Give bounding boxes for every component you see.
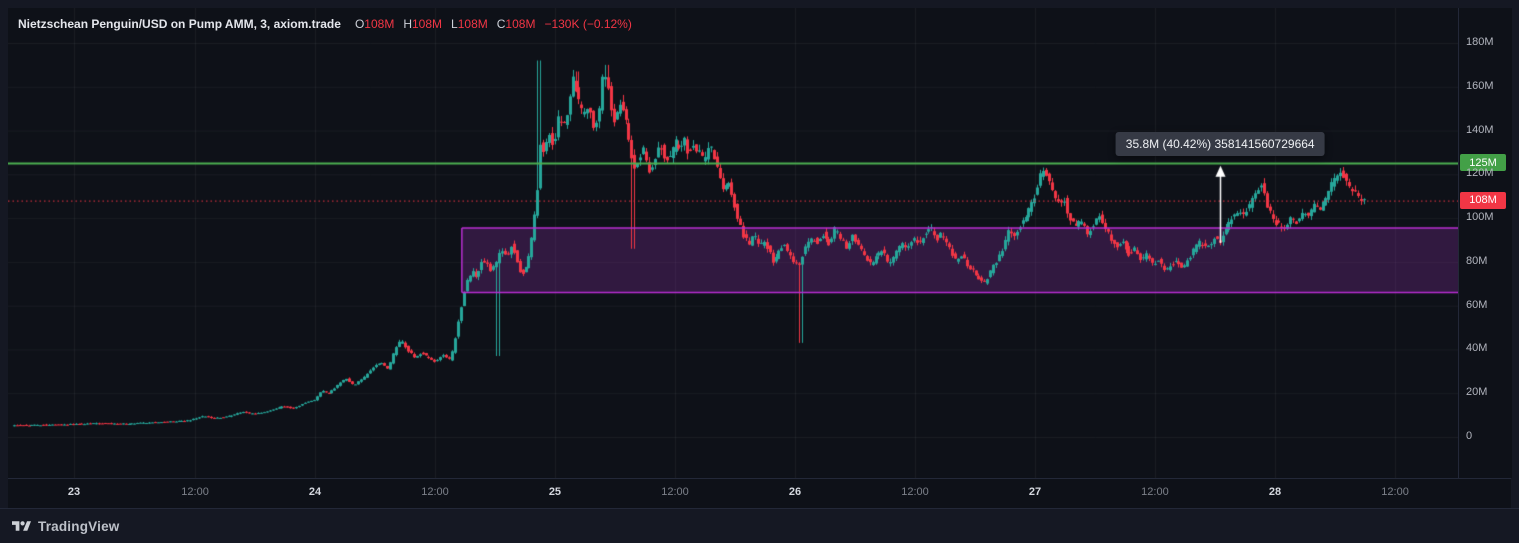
x-axis-label: 27 <box>1028 486 1042 498</box>
footer-bar: TradingView <box>0 508 1519 543</box>
time-axis[interactable]: 23 12:00 24 12:00 25 12:00 26 12:00 27 12:00 28 12:… <box>8 478 1511 509</box>
ohlc-open: O108M <box>354 17 395 31</box>
x-axis-label: 28 <box>1268 486 1282 498</box>
y-axis-label: 160M <box>1466 79 1494 92</box>
symbol-title[interactable]: Nietzschean Penguin/USD on Pump AMM, 3, … <box>18 17 341 31</box>
x-axis-label: 24 <box>308 486 322 498</box>
x-axis-label: 23 <box>67 486 81 498</box>
symbol-legend[interactable]: Nietzschean Penguin/USD on Pump AMM, 3, … <box>18 17 632 31</box>
x-axis-label: 12:00 <box>181 486 209 498</box>
y-axis-label: 120M <box>1466 167 1494 180</box>
y-axis-label: 60M <box>1466 298 1488 311</box>
y-axis-label: 180M <box>1466 36 1494 48</box>
y-axis-label: 40M <box>1466 342 1488 355</box>
x-axis-label: 12:00 <box>1381 486 1409 498</box>
x-axis-label: 25 <box>548 486 562 498</box>
tradingview-brand[interactable]: TradingView <box>38 518 120 534</box>
price-axis[interactable]: 125M 108M 180M 160M 140M 120M 100M 80M 60M 40M 2… <box>1458 8 1512 478</box>
level-price-badge: 125M <box>1460 154 1506 172</box>
ohlc-close: C108M <box>496 17 536 31</box>
x-axis-label: 12:00 <box>661 486 689 498</box>
y-axis-label: 100M <box>1466 211 1494 224</box>
chart-canvas[interactable] <box>8 8 1458 478</box>
x-axis-label: 12:00 <box>1141 486 1169 498</box>
y-axis-label: 80M <box>1466 254 1488 267</box>
price-pane[interactable]: Nietzschean Penguin/USD on Pump AMM, 3, … <box>8 8 1458 478</box>
ohlc-values: O108M H108M L108M C108M −130K (−0.12%) <box>355 17 632 31</box>
y-axis-label: 20M <box>1466 386 1488 399</box>
y-axis-label: 0 <box>1466 430 1473 442</box>
measure-tooltip: 35.8M (40.42%) 358141560729664 <box>1115 131 1325 156</box>
change-value: −130K (−0.12%) <box>544 17 632 31</box>
y-axis-label: 140M <box>1466 123 1494 136</box>
ohlc-low: L108M <box>451 17 488 31</box>
x-axis-label: 12:00 <box>421 486 449 498</box>
x-axis-label: 26 <box>788 486 802 498</box>
ohlc-high: H108M <box>403 17 443 31</box>
x-axis-label: 12:00 <box>901 486 929 498</box>
last-price-badge: 108M <box>1460 191 1506 209</box>
tradingview-logo-icon[interactable] <box>12 519 31 534</box>
